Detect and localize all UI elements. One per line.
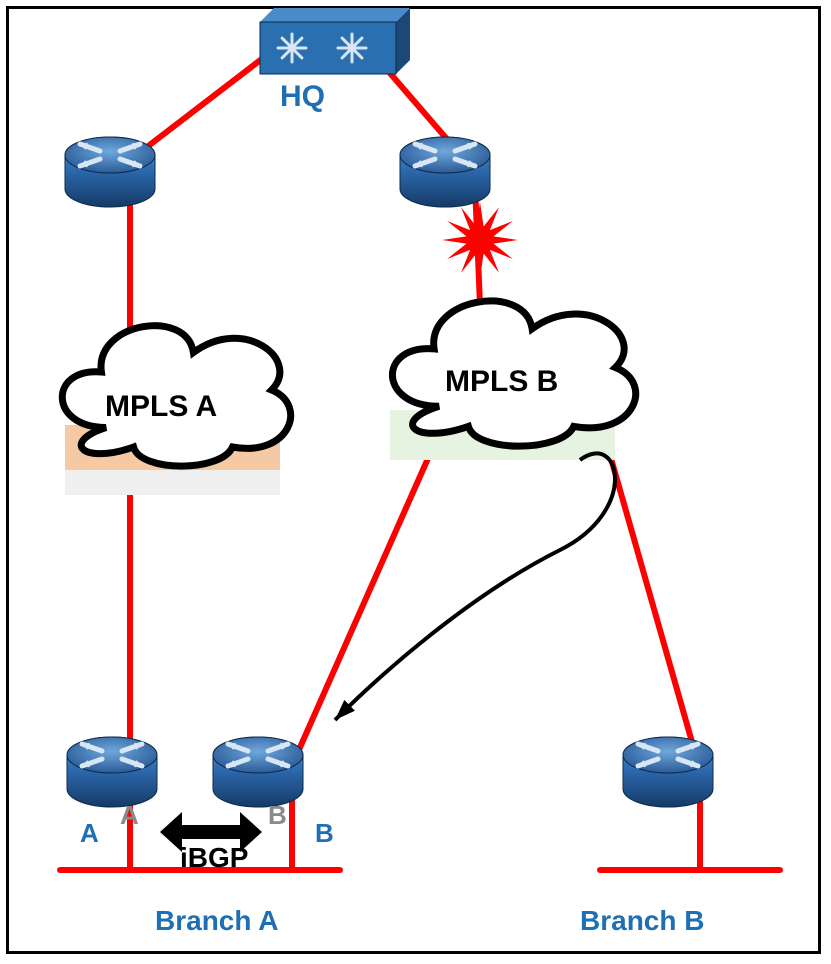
network-link [290,420,445,770]
router-a-label-gray: A [120,800,139,831]
link-failure-icon [442,202,518,278]
network-link [130,45,280,160]
mpls-b-label: MPLS B [445,365,558,399]
router-b-label-gray: B [268,800,287,831]
router-branch-a-b [213,737,303,807]
router-b-label-blue: B [315,818,334,849]
router-branch-a-a [67,737,157,807]
router-branch-b [623,737,713,807]
router-hq-left [65,137,155,207]
router-a-label-blue: A [80,818,99,849]
router-hq-right [400,137,490,207]
hq-label: HQ [280,80,325,114]
mpls-a-label: MPLS A [105,390,217,424]
hq-switch [260,8,410,74]
ibgp-label: iBGP [180,842,248,874]
traffic-arrow [335,453,615,720]
branch-b-label: Branch B [580,905,704,937]
cloud-a-shadow2 [65,470,280,495]
branch-a-label: Branch A [155,905,278,937]
